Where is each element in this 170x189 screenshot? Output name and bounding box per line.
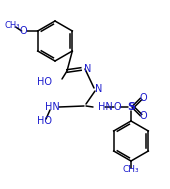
Text: O: O <box>139 93 147 103</box>
Text: O: O <box>139 111 147 121</box>
Text: HO: HO <box>37 116 52 126</box>
Text: O: O <box>20 26 28 36</box>
Text: HN: HN <box>45 102 59 112</box>
Text: S: S <box>127 102 135 112</box>
Text: HO: HO <box>37 77 52 87</box>
Text: CH₃: CH₃ <box>123 164 139 174</box>
Text: HN: HN <box>98 102 113 112</box>
Text: O: O <box>113 102 121 112</box>
Text: CH₃: CH₃ <box>5 22 20 30</box>
Text: N: N <box>95 84 102 94</box>
Text: N: N <box>84 64 91 74</box>
